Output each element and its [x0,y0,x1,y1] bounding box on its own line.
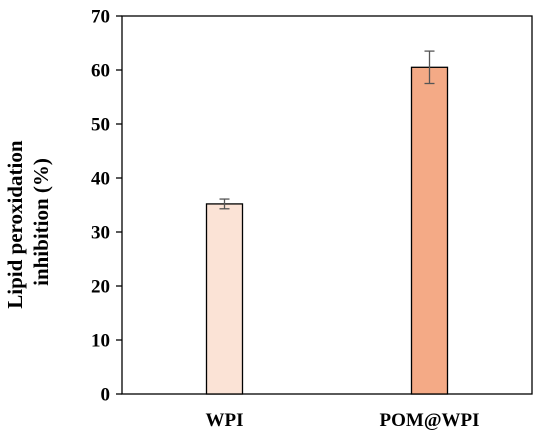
plot-frame [121,15,533,395]
y-tick-label: 70 [91,7,110,28]
y-tick-label: 60 [91,61,110,82]
x-tick-label: WPI [206,410,244,431]
y-axis-title-line-2: inhibition (%) [29,158,53,286]
bar-wpi [205,203,244,395]
y-tick-label: 30 [91,223,110,244]
y-tick-label: 20 [91,277,110,298]
y-tick-label: 50 [91,115,110,136]
plot-area: 0 10 20 30 40 50 60 70 WPI POM@WPI [91,7,533,431]
y-axis-title-line-1: Lipid peroxidation [3,140,27,309]
y-tick-label: 40 [91,169,110,190]
x-tick-label: POM@WPI [380,410,480,431]
y-axis-title: Lipid peroxidation inhibition (%) [3,135,53,309]
bar-pom-wpi [410,66,449,395]
y-tick-label: 10 [91,331,110,352]
y-tick-label: 0 [101,385,111,406]
